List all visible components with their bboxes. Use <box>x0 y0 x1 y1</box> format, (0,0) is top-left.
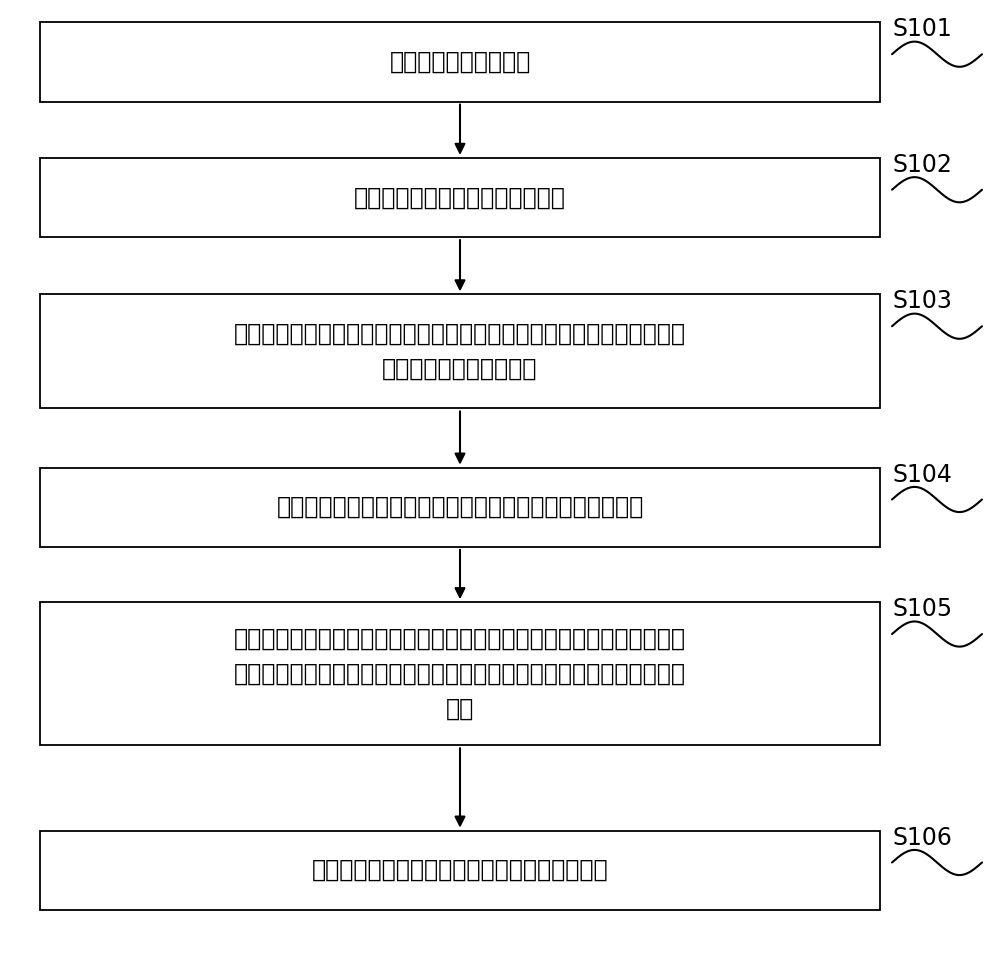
Text: S103: S103 <box>892 289 952 314</box>
FancyBboxPatch shape <box>40 22 880 102</box>
Text: 对每个组中的报警数据利用属性相似度度量方法计算每两个报警之间的相
似度，并构造相似度矩阵: 对每个组中的报警数据利用属性相似度度量方法计算每两个报警之间的相 似度，并构造相… <box>234 321 686 381</box>
FancyBboxPatch shape <box>40 468 880 547</box>
Text: S101: S101 <box>892 17 952 42</box>
FancyBboxPatch shape <box>40 602 880 745</box>
Text: 对同一个簇中的报警进行阈值判断，若达到阈值则对同一个簇中的报警数
据进行融合，然后输入到融合数据集；若未达到阈值则直接输入到融合数
据集: 对同一个簇中的报警进行阈值判断，若达到阈值则对同一个簇中的报警数 据进行融合，然… <box>234 626 686 721</box>
Text: 将所有簇的融合数据集组成精简警报数据集输出: 将所有簇的融合数据集组成精简警报数据集输出 <box>312 859 608 882</box>
Text: S105: S105 <box>892 597 952 621</box>
Text: 基于相似度矩阵利用谱聚类算法对报警数据进行聚类形成簇: 基于相似度矩阵利用谱聚类算法对报警数据进行聚类形成簇 <box>276 496 644 519</box>
Text: 将报警数据按照攻击类型进行分组: 将报警数据按照攻击类型进行分组 <box>354 186 566 209</box>
Text: S106: S106 <box>892 826 952 850</box>
Text: 对报警数据进行预处理: 对报警数据进行预处理 <box>389 50 531 74</box>
FancyBboxPatch shape <box>40 294 880 408</box>
Text: S104: S104 <box>892 463 952 487</box>
FancyBboxPatch shape <box>40 831 880 910</box>
Text: S102: S102 <box>892 153 952 177</box>
FancyBboxPatch shape <box>40 158 880 237</box>
